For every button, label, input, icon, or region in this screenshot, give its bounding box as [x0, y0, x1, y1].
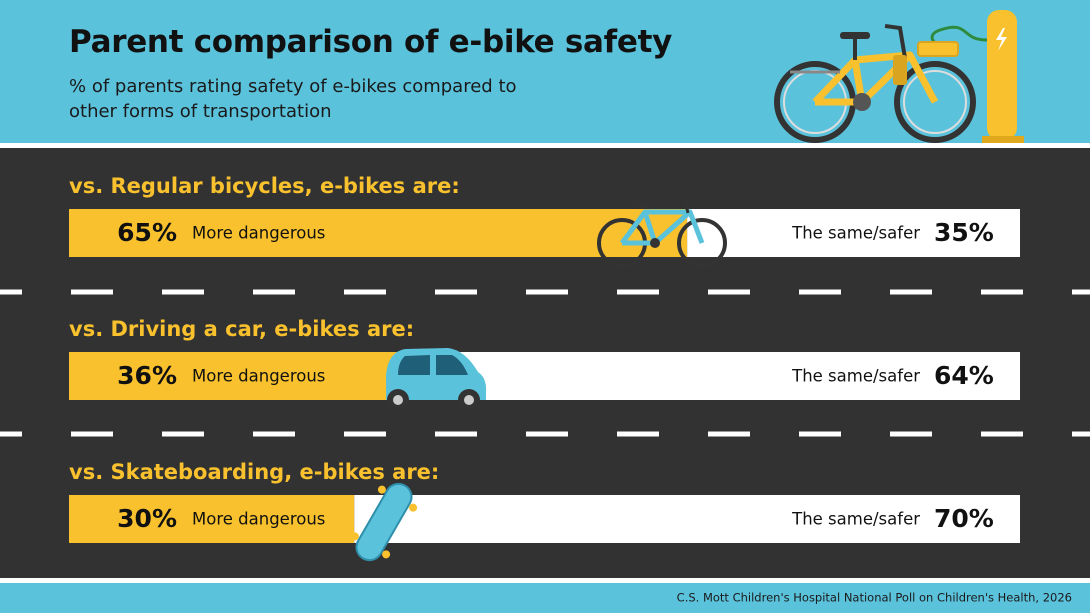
title: Parent comparison of e-bike safety: [69, 24, 673, 60]
subtitle: % of parents rating safety of e-bikes co…: [69, 76, 517, 122]
series-label: More dangerous: [192, 510, 325, 529]
category-label: vs. Regular bicycles, e-bikes are:: [69, 174, 460, 198]
bar-segment: [687, 209, 1020, 257]
series-label: The same/safer: [791, 367, 920, 386]
value-label: 64%: [934, 361, 994, 390]
value-label: 65%: [117, 218, 177, 247]
bar-segment: [354, 495, 1020, 543]
bars: vs. Regular bicycles, e-bikes are: vs. Dr…: [69, 174, 1020, 543]
ebike-icon: [774, 10, 1024, 143]
series-label: The same/safer: [791, 224, 920, 243]
bicycle-icon: [597, 192, 727, 268]
value-label: 36%: [117, 361, 177, 390]
source: C.S. Mott Children's Hospital National P…: [677, 591, 1072, 605]
value-label: 30%: [117, 504, 177, 533]
category-label: vs. Driving a car, e-bikes are:: [69, 317, 414, 341]
skateboard-icon: [350, 482, 418, 562]
bar-segment: [69, 209, 688, 257]
bar-segment: [411, 352, 1020, 400]
series-label: More dangerous: [192, 367, 325, 386]
bar-segment: [69, 352, 412, 400]
value-label: 35%: [934, 218, 994, 247]
car-icon: [386, 348, 487, 411]
series-label: The same/safer: [791, 510, 920, 529]
value-label: 70%: [934, 504, 994, 533]
series-label: More dangerous: [192, 224, 325, 243]
bar-segment: [69, 495, 355, 543]
category-label: vs. Skateboarding, e-bikes are:: [69, 460, 439, 484]
